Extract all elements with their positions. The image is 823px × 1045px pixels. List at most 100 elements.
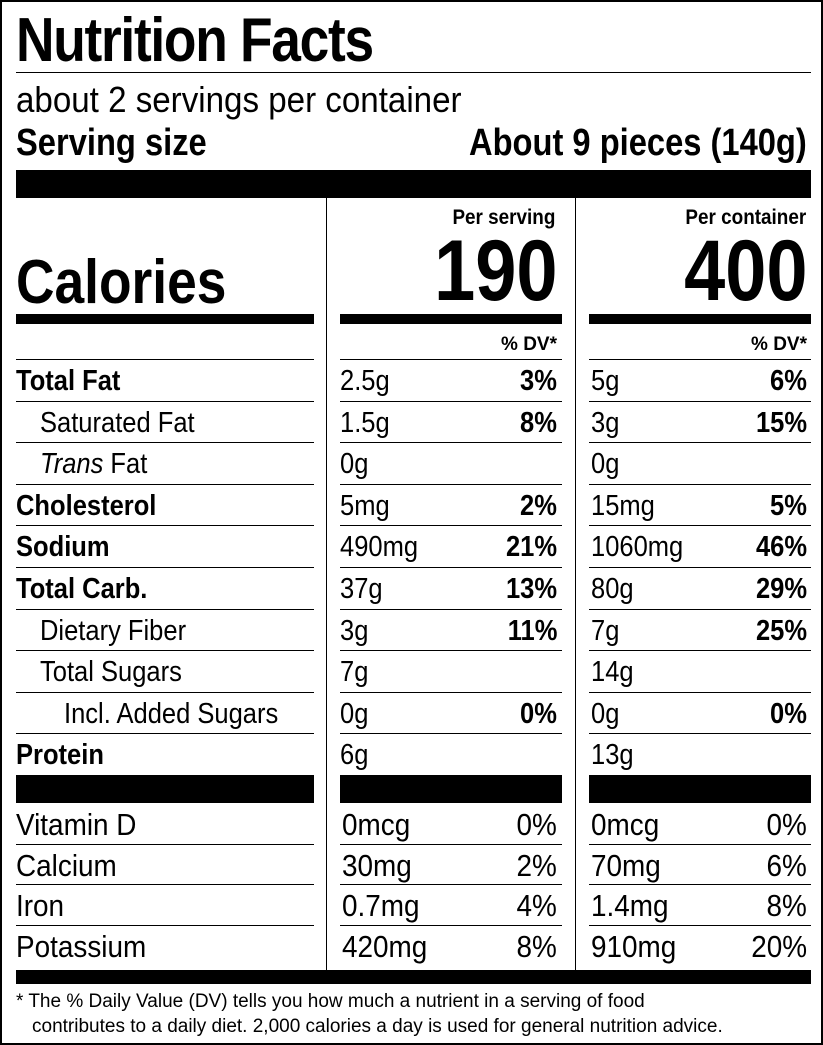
per-container-header: Per container [685, 206, 806, 229]
calories-per-container: 400 [683, 223, 807, 319]
nutrient-name: Dietary Fiber [40, 614, 187, 647]
vitamin-container-amount: 910mg [591, 928, 677, 964]
row-rule [589, 483, 811, 485]
serving-dv: 0% [520, 697, 557, 730]
servings-per-container: about 2 servings per container [16, 79, 462, 120]
serving-dv: 21% [505, 531, 557, 564]
container-amount: 0g [591, 697, 620, 730]
medium-divider-container [589, 314, 811, 324]
nutrient-name: Cholesterol [16, 489, 157, 522]
serving-amount: 3g [340, 614, 369, 647]
medium-divider-name [16, 314, 314, 324]
row-rule [16, 442, 314, 444]
vitamin-name: Calcium [16, 847, 117, 883]
vitamin-row-rule [16, 924, 314, 926]
vitamin-name: Vitamin D [16, 807, 137, 842]
container-dv: 6% [770, 365, 807, 397]
vitamin-container-dv: 8% [766, 888, 807, 923]
title-divider [16, 72, 811, 73]
row-rule [589, 733, 811, 735]
row-rule [340, 733, 562, 735]
row-rule [340, 400, 562, 402]
serving-amount: 5mg [340, 489, 390, 522]
serving-dv: 11% [507, 614, 557, 647]
vitamin-serving-amount: 0.7mg [342, 888, 420, 923]
serving-dv: 3% [520, 365, 557, 397]
serving-amount: 6g [340, 739, 369, 772]
row-rule [16, 650, 314, 652]
vitamin-row-rule [340, 924, 562, 926]
vitamin-row-rule [340, 843, 562, 845]
dv-header-container: % DV* [751, 334, 807, 355]
row-rule [589, 608, 811, 610]
thick-divider-vitamins-name [16, 775, 314, 803]
row-rule [589, 359, 811, 360]
row-rule [589, 567, 811, 568]
row-rule [340, 650, 562, 652]
row-rule [16, 400, 314, 402]
row-rule [16, 608, 314, 610]
vitamin-serving-amount: 30mg [342, 847, 412, 883]
nutrient-name: Saturated Fat [40, 406, 195, 439]
row-rule [16, 483, 314, 485]
nutrient-name-italic: Trans [40, 448, 104, 481]
vitamin-serving-amount: 0mcg [342, 807, 411, 842]
serving-dv: 8% [520, 406, 557, 439]
serving-amount: 0g [340, 697, 369, 730]
nutrient-name: Protein [16, 739, 104, 772]
container-amount: 3g [591, 406, 620, 439]
row-rule [589, 691, 811, 693]
vitamin-container-dv: 0% [766, 807, 807, 842]
container-amount: 15mg [591, 489, 655, 522]
vitamin-row-rule [589, 843, 811, 845]
calories-label: Calories [16, 248, 227, 317]
nutrient-name: Trans Fat [40, 450, 147, 479]
serving-dv: 13% [505, 573, 557, 605]
footnote-line-1: * The % Daily Value (DV) tells you how m… [16, 991, 645, 1012]
row-rule [16, 525, 314, 527]
vitamin-container-dv: 6% [766, 847, 807, 883]
row-rule [589, 525, 811, 527]
row-rule [340, 608, 562, 610]
vitamin-serving-dv: 2% [516, 847, 557, 883]
footnote-line-2: contributes to a daily diet. 2,000 calor… [32, 1015, 723, 1037]
column-divider-left [326, 198, 327, 972]
row-rule [340, 359, 562, 360]
row-rule [340, 567, 562, 568]
vitamin-container-amount: 70mg [591, 847, 661, 883]
nutrient-name: Total Sugars [40, 656, 182, 689]
container-amount: 5g [591, 365, 620, 397]
nutrient-name-rest: Fat [103, 448, 148, 481]
vitamin-container-amount: 1.4mg [591, 888, 669, 923]
nutrient-name: Total Carb. [16, 573, 148, 605]
vitamin-row-rule [340, 884, 562, 885]
vitamin-serving-dv: 8% [516, 928, 557, 964]
container-dv: 0% [770, 697, 807, 730]
container-amount: 13g [591, 739, 634, 772]
container-dv: 15% [755, 406, 807, 439]
vitamin-name: Potassium [16, 928, 147, 964]
nutrient-name: Total Fat [16, 365, 121, 397]
vitamin-name: Iron [16, 888, 65, 923]
row-rule [589, 400, 811, 402]
vitamin-container-amount: 0mcg [591, 807, 660, 842]
serving-amount: 2.5g [340, 365, 390, 397]
label-title: Nutrition Facts [16, 6, 374, 75]
serving-amount: 37g [340, 573, 383, 605]
row-rule [340, 442, 562, 444]
row-rule [16, 733, 314, 735]
vitamin-container-dv: 20% [751, 928, 807, 964]
thick-divider-top [16, 170, 811, 198]
row-rule [340, 483, 562, 485]
container-dv: 5% [770, 489, 807, 522]
row-rule [340, 691, 562, 693]
serving-size-label: Serving size [16, 122, 207, 164]
thick-divider-vitamins-serving [340, 775, 562, 803]
vitamin-row-rule [589, 884, 811, 885]
row-rule [589, 442, 811, 444]
container-amount: 80g [591, 573, 634, 605]
vitamin-serving-dv: 4% [516, 888, 557, 923]
nutrient-name: Incl. Added Sugars [64, 697, 279, 730]
container-amount: 1060mg [591, 531, 684, 564]
